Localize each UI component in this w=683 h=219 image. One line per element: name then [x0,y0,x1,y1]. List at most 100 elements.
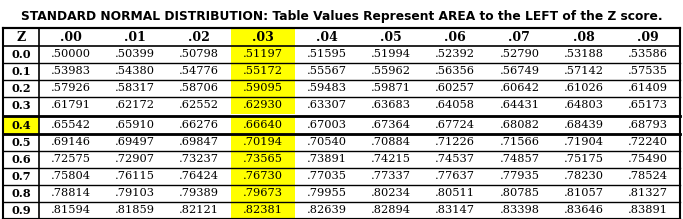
Bar [103,202,167,219]
Text: .05: .05 [380,30,402,44]
Text: .62172: .62172 [115,100,155,110]
Text: .62930: .62930 [243,100,283,110]
Bar [3,46,39,63]
Text: .73565: .73565 [243,154,283,164]
Bar [231,151,295,168]
Bar [295,63,359,80]
Text: .77337: .77337 [372,171,411,181]
Text: .76424: .76424 [179,171,219,181]
Text: .08: .08 [572,30,594,44]
Text: 0.3: 0.3 [12,100,31,111]
Text: .73237: .73237 [179,154,219,164]
Bar [359,97,423,114]
Bar [488,202,551,219]
Text: .75490: .75490 [628,154,667,164]
Bar [551,168,615,185]
Text: .77935: .77935 [499,171,540,181]
Bar [423,134,488,151]
Text: .51994: .51994 [372,49,411,59]
Text: .60642: .60642 [499,83,540,93]
Bar [3,168,39,185]
Bar [551,134,615,151]
Text: .76730: .76730 [243,171,283,181]
Text: .62552: .62552 [179,100,219,110]
Text: .70194: .70194 [243,137,283,147]
Text: .83646: .83646 [563,205,604,215]
Text: .59871: .59871 [372,83,411,93]
Text: .55172: .55172 [243,66,283,76]
Bar [103,117,167,134]
Bar [423,46,488,63]
Bar [3,117,39,134]
Bar [103,28,167,46]
Text: .83147: .83147 [435,205,475,215]
Text: 0.7: 0.7 [12,171,31,182]
Text: .74537: .74537 [435,154,475,164]
Bar [615,185,680,202]
Text: .82639: .82639 [307,205,347,215]
Text: .83891: .83891 [628,205,667,215]
Text: .56356: .56356 [435,66,475,76]
Text: .71566: .71566 [499,137,540,147]
Bar [615,134,680,151]
Text: .63307: .63307 [307,100,347,110]
Bar [39,80,103,97]
Bar [167,202,231,219]
Bar [295,80,359,97]
Text: .54380: .54380 [115,66,155,76]
Text: .81057: .81057 [563,188,604,198]
Bar [359,63,423,80]
Bar [551,202,615,219]
Bar [231,134,295,151]
Bar [167,46,231,63]
Bar [39,28,103,46]
Bar [167,151,231,168]
Text: 0.1: 0.1 [12,66,31,77]
Bar [231,46,295,63]
Text: .51197: .51197 [243,49,283,59]
Bar [615,80,680,97]
Bar [295,46,359,63]
Text: .53983: .53983 [51,66,91,76]
Bar [3,202,39,219]
Text: .79955: .79955 [307,188,347,198]
Text: .80785: .80785 [499,188,540,198]
Text: .72907: .72907 [115,154,155,164]
Bar [615,97,680,114]
Bar [39,117,103,134]
Text: .78814: .78814 [51,188,91,198]
Bar [3,28,39,46]
Bar [103,46,167,63]
Text: .57535: .57535 [628,66,667,76]
Text: .53188: .53188 [563,49,604,59]
Text: .07: .07 [508,30,531,44]
Text: .79103: .79103 [115,188,155,198]
Bar [167,168,231,185]
Bar [39,185,103,202]
Bar [359,46,423,63]
Text: .77035: .77035 [307,171,347,181]
Bar [231,63,295,80]
Bar [295,28,359,46]
Text: .69847: .69847 [179,137,219,147]
Bar [231,185,295,202]
Text: .71904: .71904 [563,137,604,147]
Text: .74215: .74215 [372,154,411,164]
Text: .55567: .55567 [307,66,347,76]
Bar [3,185,39,202]
Text: .61026: .61026 [563,83,604,93]
Text: 0.8: 0.8 [12,188,31,199]
Text: .56749: .56749 [499,66,540,76]
Text: .04: .04 [316,30,338,44]
Text: 0.6: 0.6 [12,154,31,165]
Bar [295,97,359,114]
Text: .79673: .79673 [243,188,283,198]
Text: .03: .03 [252,30,274,44]
Bar [615,28,680,46]
Text: .75804: .75804 [51,171,91,181]
Bar [423,63,488,80]
Bar [231,97,295,114]
Text: .53586: .53586 [628,49,667,59]
Text: .73891: .73891 [307,154,347,164]
Text: 0.9: 0.9 [12,205,31,216]
